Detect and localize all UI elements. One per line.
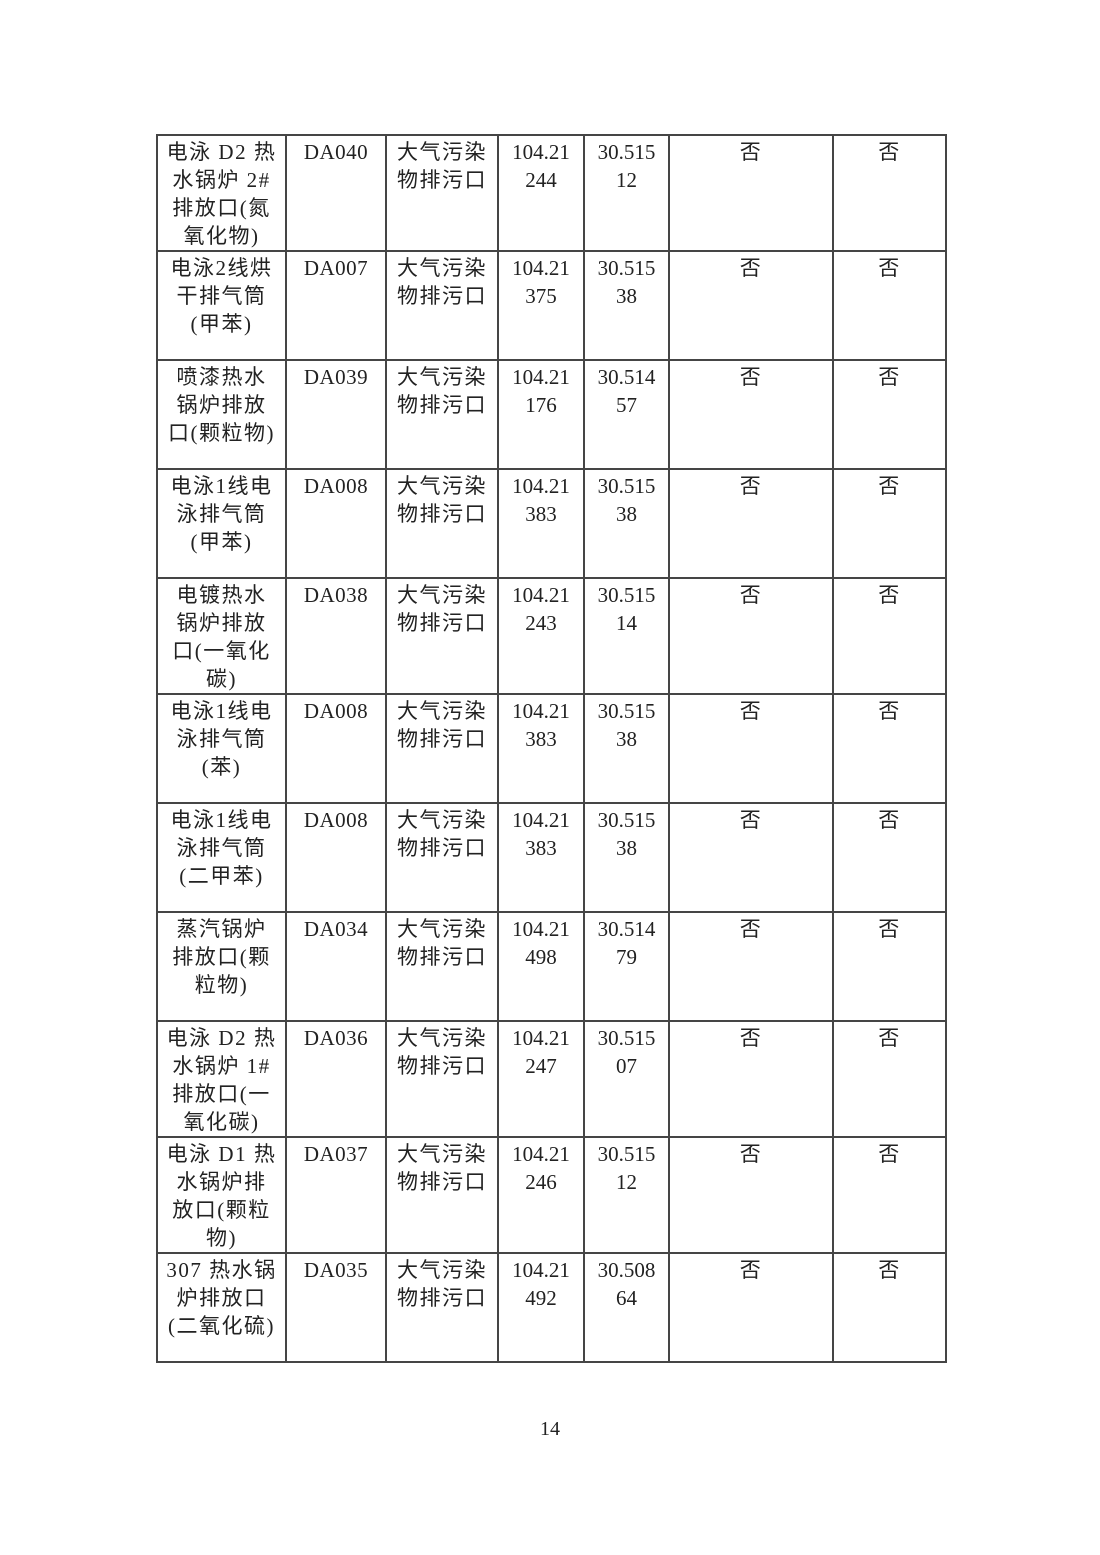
- longitude-cell: 104.21 244: [497, 134, 585, 252]
- flag-1-cell: 否: [668, 577, 834, 695]
- table-row: 307 热水锅 炉排放口 (二氧化硫) DA035 大气污染 物排污口 104.…: [156, 1252, 947, 1363]
- outlet-type-cell: 大气污染 物排污口: [385, 1136, 499, 1254]
- flag-1-cell: 否: [668, 134, 834, 252]
- flag-2-cell: 否: [832, 359, 947, 470]
- table-body: 电泳 D2 热 水锅炉 2# 排放口(氮 氧化物) DA040 大气污染 物排污…: [156, 134, 947, 1363]
- flag-1-cell: 否: [668, 468, 834, 579]
- flag-2-cell: 否: [832, 577, 947, 695]
- latitude-cell: 30.515 38: [583, 693, 670, 804]
- outlet-type-cell: 大气污染 物排污口: [385, 468, 499, 579]
- longitude-cell: 104.21 383: [497, 468, 585, 579]
- table-row: 电泳2线烘 干排气筒 (甲苯) DA007 大气污染 物排污口 104.21 3…: [156, 250, 947, 361]
- outlet-name-cell: 电泳1线电 泳排气筒 (二甲苯): [156, 802, 287, 913]
- longitude-cell: 104.21 492: [497, 1252, 585, 1363]
- latitude-cell: 30.514 79: [583, 911, 670, 1022]
- outlet-name-cell: 电泳 D1 热 水锅炉排 放口(颗粒 物): [156, 1136, 287, 1254]
- flag-1-cell: 否: [668, 693, 834, 804]
- flag-2-cell: 否: [832, 1136, 947, 1254]
- outlet-name-cell: 电泳1线电 泳排气筒 (甲苯): [156, 468, 287, 579]
- table-row: 电泳1线电 泳排气筒 (甲苯) DA008 大气污染 物排污口 104.21 3…: [156, 468, 947, 579]
- outlet-code-cell: DA038: [285, 577, 387, 695]
- outlet-code-cell: DA007: [285, 250, 387, 361]
- flag-1-cell: 否: [668, 1020, 834, 1138]
- flag-1-cell: 否: [668, 802, 834, 913]
- flag-1-cell: 否: [668, 1252, 834, 1363]
- table-row: 喷漆热水 锅炉排放 口(颗粒物) DA039 大气污染 物排污口 104.21 …: [156, 359, 947, 470]
- discharge-outlet-table: 电泳 D2 热 水锅炉 2# 排放口(氮 氧化物) DA040 大气污染 物排污…: [156, 134, 947, 1363]
- outlet-name-cell: 电泳1线电 泳排气筒 (苯): [156, 693, 287, 804]
- outlet-code-cell: DA035: [285, 1252, 387, 1363]
- longitude-cell: 104.21 247: [497, 1020, 585, 1138]
- outlet-type-cell: 大气污染 物排污口: [385, 359, 499, 470]
- outlet-name-cell: 电泳2线烘 干排气筒 (甲苯): [156, 250, 287, 361]
- page-number: 14: [540, 1418, 560, 1440]
- longitude-cell: 104.21 176: [497, 359, 585, 470]
- outlet-type-cell: 大气污染 物排污口: [385, 693, 499, 804]
- latitude-cell: 30.514 57: [583, 359, 670, 470]
- flag-1-cell: 否: [668, 1136, 834, 1254]
- table-row: 电泳 D1 热 水锅炉排 放口(颗粒 物) DA037 大气污染 物排污口 10…: [156, 1136, 947, 1254]
- flag-2-cell: 否: [832, 1252, 947, 1363]
- outlet-name-cell: 307 热水锅 炉排放口 (二氧化硫): [156, 1252, 287, 1363]
- table-row: 电泳1线电 泳排气筒 (二甲苯) DA008 大气污染 物排污口 104.21 …: [156, 802, 947, 913]
- flag-1-cell: 否: [668, 250, 834, 361]
- outlet-code-cell: DA034: [285, 911, 387, 1022]
- outlet-code-cell: DA008: [285, 802, 387, 913]
- longitude-cell: 104.21 383: [497, 802, 585, 913]
- flag-2-cell: 否: [832, 1020, 947, 1138]
- table-row: 电泳1线电 泳排气筒 (苯) DA008 大气污染 物排污口 104.21 38…: [156, 693, 947, 804]
- outlet-type-cell: 大气污染 物排污口: [385, 134, 499, 252]
- flag-2-cell: 否: [832, 250, 947, 361]
- latitude-cell: 30.515 14: [583, 577, 670, 695]
- outlet-name-cell: 蒸汽锅炉 排放口(颗 粒物): [156, 911, 287, 1022]
- latitude-cell: 30.508 64: [583, 1252, 670, 1363]
- latitude-cell: 30.515 12: [583, 1136, 670, 1254]
- outlet-name-cell: 电泳 D2 热 水锅炉 2# 排放口(氮 氧化物): [156, 134, 287, 252]
- outlet-name-cell: 电镀热水 锅炉排放 口(一氧化 碳): [156, 577, 287, 695]
- table-row: 电泳 D2 热 水锅炉 1# 排放口(一 氧化碳) DA036 大气污染 物排污…: [156, 1020, 947, 1138]
- latitude-cell: 30.515 07: [583, 1020, 670, 1138]
- outlet-code-cell: DA037: [285, 1136, 387, 1254]
- longitude-cell: 104.21 498: [497, 911, 585, 1022]
- outlet-code-cell: DA008: [285, 693, 387, 804]
- table-row: 电镀热水 锅炉排放 口(一氧化 碳) DA038 大气污染 物排污口 104.2…: [156, 577, 947, 695]
- table-row: 蒸汽锅炉 排放口(颗 粒物) DA034 大气污染 物排污口 104.21 49…: [156, 911, 947, 1022]
- flag-2-cell: 否: [832, 468, 947, 579]
- outlet-code-cell: DA036: [285, 1020, 387, 1138]
- longitude-cell: 104.21 243: [497, 577, 585, 695]
- flag-2-cell: 否: [832, 911, 947, 1022]
- outlet-type-cell: 大气污染 物排污口: [385, 911, 499, 1022]
- outlet-code-cell: DA008: [285, 468, 387, 579]
- table-row: 电泳 D2 热 水锅炉 2# 排放口(氮 氧化物) DA040 大气污染 物排污…: [156, 134, 947, 252]
- flag-2-cell: 否: [832, 693, 947, 804]
- latitude-cell: 30.515 38: [583, 802, 670, 913]
- flag-2-cell: 否: [832, 134, 947, 252]
- outlet-code-cell: DA039: [285, 359, 387, 470]
- outlet-code-cell: DA040: [285, 134, 387, 252]
- outlet-type-cell: 大气污染 物排污口: [385, 1252, 499, 1363]
- longitude-cell: 104.21 375: [497, 250, 585, 361]
- outlet-type-cell: 大气污染 物排污口: [385, 1020, 499, 1138]
- latitude-cell: 30.515 38: [583, 250, 670, 361]
- outlet-type-cell: 大气污染 物排污口: [385, 802, 499, 913]
- flag-2-cell: 否: [832, 802, 947, 913]
- flag-1-cell: 否: [668, 911, 834, 1022]
- outlet-name-cell: 喷漆热水 锅炉排放 口(颗粒物): [156, 359, 287, 470]
- longitude-cell: 104.21 246: [497, 1136, 585, 1254]
- longitude-cell: 104.21 383: [497, 693, 585, 804]
- latitude-cell: 30.515 38: [583, 468, 670, 579]
- outlet-type-cell: 大气污染 物排污口: [385, 577, 499, 695]
- outlet-name-cell: 电泳 D2 热 水锅炉 1# 排放口(一 氧化碳): [156, 1020, 287, 1138]
- outlet-type-cell: 大气污染 物排污口: [385, 250, 499, 361]
- latitude-cell: 30.515 12: [583, 134, 670, 252]
- flag-1-cell: 否: [668, 359, 834, 470]
